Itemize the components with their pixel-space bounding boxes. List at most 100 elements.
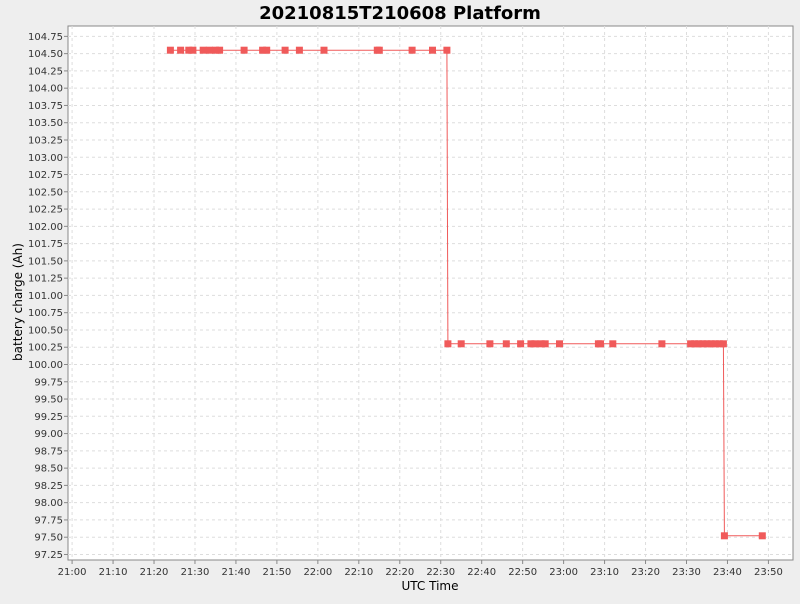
data-point — [320, 46, 328, 54]
data-point — [444, 340, 452, 348]
y-tick-label: 100.00 — [28, 360, 63, 371]
y-tick-label: 100.25 — [28, 343, 63, 354]
x-tick-label: 21:00 — [58, 567, 87, 578]
data-point — [295, 46, 303, 54]
y-tick-label: 97.50 — [34, 533, 63, 544]
data-point — [711, 340, 719, 348]
x-tick-label: 23:20 — [631, 567, 660, 578]
x-tick-label: 23:00 — [549, 567, 578, 578]
y-tick-label: 99.00 — [34, 429, 63, 440]
y-tick-label: 102.25 — [28, 205, 63, 216]
data-point — [695, 340, 703, 348]
data-point — [177, 46, 185, 54]
x-tick-label: 23:40 — [713, 567, 742, 578]
data-point — [259, 46, 267, 54]
y-tick-label: 98.00 — [34, 498, 63, 509]
y-tick-label: 103.00 — [28, 153, 63, 164]
y-tick-label: 101.50 — [28, 256, 63, 267]
data-point — [703, 340, 711, 348]
y-tick-label: 104.00 — [28, 84, 63, 95]
data-point — [541, 340, 549, 348]
y-tick-label: 99.25 — [34, 412, 63, 423]
data-point — [609, 340, 617, 348]
data-point — [687, 340, 695, 348]
data-point — [281, 46, 289, 54]
data-point — [517, 340, 525, 348]
x-tick-label: 21:10 — [99, 567, 128, 578]
y-tick-label: 102.50 — [28, 187, 63, 198]
x-tick-label: 23:10 — [590, 567, 619, 578]
data-point — [527, 340, 535, 348]
series-layer — [166, 46, 766, 540]
x-axis-label: UTC Time — [402, 579, 459, 593]
data-point — [556, 340, 563, 348]
y-tick-label: 102.00 — [28, 222, 63, 233]
plot-area — [67, 25, 794, 561]
x-tick-label: 21:50 — [262, 567, 291, 578]
data-point — [429, 46, 436, 54]
y-tick-label: 103.75 — [28, 101, 63, 112]
data-point — [205, 46, 213, 54]
chart-title: 20210815T210608 Platform — [259, 3, 541, 24]
x-tick-label: 22:40 — [467, 567, 496, 578]
y-tick-label: 103.25 — [28, 135, 63, 146]
data-point — [185, 46, 193, 54]
data-point — [707, 340, 715, 348]
y-axis-label: battery charge (Ah) — [11, 243, 25, 361]
y-tick-label: 101.00 — [28, 291, 63, 302]
x-tick-label: 22:50 — [508, 567, 537, 578]
data-point — [715, 340, 723, 348]
y-tick-label: 99.50 — [34, 395, 63, 406]
x-tick-label: 22:10 — [344, 567, 373, 578]
y-tick-label: 101.25 — [28, 274, 63, 285]
y-tick-label: 104.50 — [28, 49, 63, 60]
data-point — [699, 340, 707, 348]
data-point — [486, 340, 494, 348]
data-point — [502, 340, 510, 348]
y-tick-label: 99.75 — [34, 377, 63, 388]
data-point — [166, 46, 174, 54]
x-tick-label: 22:30 — [426, 567, 455, 578]
y-tick-label: 97.75 — [34, 515, 63, 526]
y-tick-label: 102.75 — [28, 170, 63, 181]
y-tick-label: 98.75 — [34, 446, 63, 457]
data-point — [457, 340, 465, 348]
data-point — [691, 340, 699, 348]
data-point — [375, 46, 383, 54]
x-tick-label: 22:00 — [303, 567, 332, 578]
y-tick-label: 103.50 — [28, 118, 63, 129]
y-axis: 97.25 97.50 97.75 98.00 98.25 98.50 98.75 99.00… — [28, 32, 68, 561]
x-tick-label: 22:20 — [385, 567, 414, 578]
data-point — [199, 46, 207, 54]
y-tick-label: 98.50 — [34, 464, 63, 475]
data-point — [240, 46, 248, 54]
y-tick-label: 100.50 — [28, 325, 63, 336]
data-point — [597, 340, 604, 348]
x-tick-label: 21:30 — [181, 567, 210, 578]
data-point — [189, 46, 197, 54]
data-point — [212, 46, 219, 54]
data-point — [216, 46, 224, 54]
data-point — [719, 340, 727, 348]
y-tick-label: 101.75 — [28, 239, 63, 250]
data-point — [537, 340, 545, 348]
y-tick-label: 98.25 — [34, 481, 63, 492]
y-tick-label: 97.25 — [34, 550, 63, 561]
y-tick-label: 104.75 — [28, 32, 63, 43]
x-tick-label: 23:30 — [672, 567, 701, 578]
data-point — [758, 532, 766, 540]
data-point — [658, 340, 666, 348]
data-point — [531, 340, 539, 348]
data-point — [443, 46, 451, 54]
x-tick-label: 21:40 — [222, 567, 251, 578]
data-point — [408, 46, 416, 54]
x-tick-label: 23:50 — [754, 567, 783, 578]
x-axis: 21:00 21:10 21:20 21:30 21:40 21:50 22:00 22:10… — [58, 560, 783, 578]
data-point — [263, 46, 271, 54]
y-tick-label: 104.25 — [28, 66, 63, 77]
x-tick-label: 21:20 — [140, 567, 169, 578]
data-point — [720, 532, 728, 540]
y-tick-label: 100.75 — [28, 308, 63, 319]
